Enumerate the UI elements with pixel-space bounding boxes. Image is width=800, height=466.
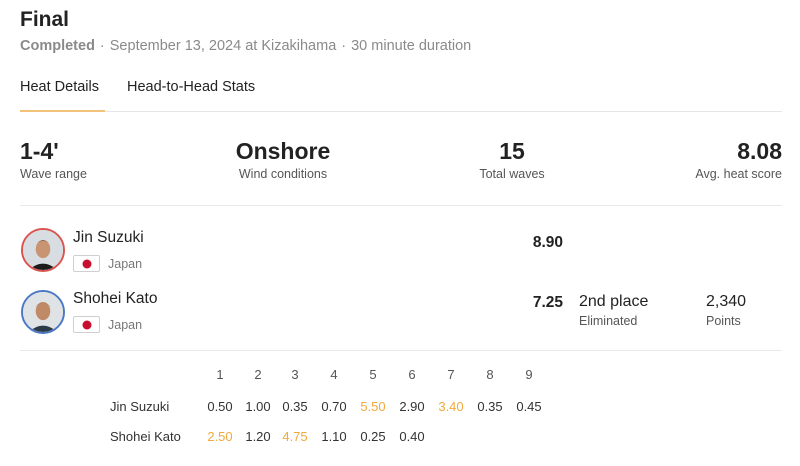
wave-score-cell: 0.35 <box>477 399 503 414</box>
wave-column-header: 8 <box>486 367 494 382</box>
avatar-shohei-kato[interactable] <box>21 290 65 334</box>
competitor-score: 8.90 <box>532 234 563 251</box>
tab-bar: Heat Details Head-to-Head Stats <box>20 76 782 112</box>
competitor-score: 7.25 <box>532 294 563 311</box>
tab-head-to-head-stats[interactable]: Head-to-Head Stats <box>127 79 256 95</box>
wave-score-cell: 0.45 <box>516 399 542 414</box>
country-label: Japan <box>108 317 143 332</box>
separator-dot: · <box>341 38 347 54</box>
wave-score-cell: 0.70 <box>321 399 347 414</box>
stat-label: Total waves <box>479 167 545 181</box>
wave-row-name: Jin Suzuki <box>110 399 170 414</box>
stat-total-waves: 15 Total waves <box>462 137 562 181</box>
competitor-country: Japan <box>73 255 142 272</box>
wave-column-header: 1 <box>216 367 224 382</box>
result-status: Eliminated <box>579 314 638 328</box>
wave-column-header: 5 <box>369 367 377 382</box>
wave-score-cell: 1.20 <box>245 429 271 444</box>
heat-subtitle: Completed · September 13, 2024 at Kizakiha… <box>20 38 471 54</box>
country-label: Japan <box>108 256 143 271</box>
status-label: Completed <box>20 38 95 54</box>
points-label: Points <box>706 314 741 328</box>
wave-score-cell: 1.10 <box>321 429 347 444</box>
wave-score-cell: 4.75 <box>282 429 308 444</box>
stat-value: 8.08 <box>737 138 782 164</box>
wave-column-header: 6 <box>408 367 416 382</box>
person-photo-icon <box>23 292 63 332</box>
points-value: 2,340 <box>706 293 747 310</box>
date-location: September 13, 2024 at Kizakihama <box>109 38 337 54</box>
competitor-name[interactable]: Jin Suzuki <box>73 229 144 246</box>
japan-flag-icon <box>73 255 100 272</box>
wave-column-header: 3 <box>291 367 299 382</box>
wave-score-cell: 3.40 <box>438 399 464 414</box>
stat-value: 15 <box>499 138 525 164</box>
separator-dot: · <box>99 38 105 54</box>
wave-column-header: 4 <box>330 367 338 382</box>
wave-score-cell: 0.40 <box>399 429 425 444</box>
wave-column-header: 7 <box>447 367 455 382</box>
stat-wind-conditions: Onshore Wind conditions <box>223 137 343 181</box>
competitor-name[interactable]: Shohei Kato <box>73 290 158 307</box>
wave-column-header: 2 <box>254 367 262 382</box>
avatar-jin-suzuki[interactable] <box>21 228 65 272</box>
stat-wave-range: 1-4' Wave range <box>20 137 87 181</box>
stat-label: Wave range <box>20 167 87 181</box>
placement: 2nd place <box>579 293 649 310</box>
duration: 30 minute duration <box>351 38 472 54</box>
stat-value: 1-4' <box>20 138 59 164</box>
tab-heat-details[interactable]: Heat Details <box>20 79 105 112</box>
wave-column-header: 9 <box>525 367 533 382</box>
wave-score-cell: 0.50 <box>207 399 233 414</box>
wave-score-cell: 1.00 <box>245 399 271 414</box>
competitor-country: Japan <box>73 316 142 333</box>
wave-score-cell: 0.35 <box>282 399 308 414</box>
wave-score-cell: 5.50 <box>360 399 386 414</box>
japan-flag-icon <box>73 316 100 333</box>
section-divider <box>20 350 782 351</box>
stat-avg-heat-score: 8.08 Avg. heat score <box>662 137 782 181</box>
stat-label: Avg. heat score <box>695 167 782 181</box>
wave-score-cell: 0.25 <box>360 429 386 444</box>
wave-score-cell: 2.50 <box>207 429 233 444</box>
page-title: Final <box>20 8 70 31</box>
section-divider <box>20 205 782 206</box>
stat-label: Wind conditions <box>238 167 328 181</box>
wave-score-cell: 2.90 <box>399 399 425 414</box>
stat-value: Onshore <box>235 138 331 164</box>
wave-row-name: Shohei Kato <box>110 429 181 444</box>
person-photo-icon <box>23 230 63 270</box>
